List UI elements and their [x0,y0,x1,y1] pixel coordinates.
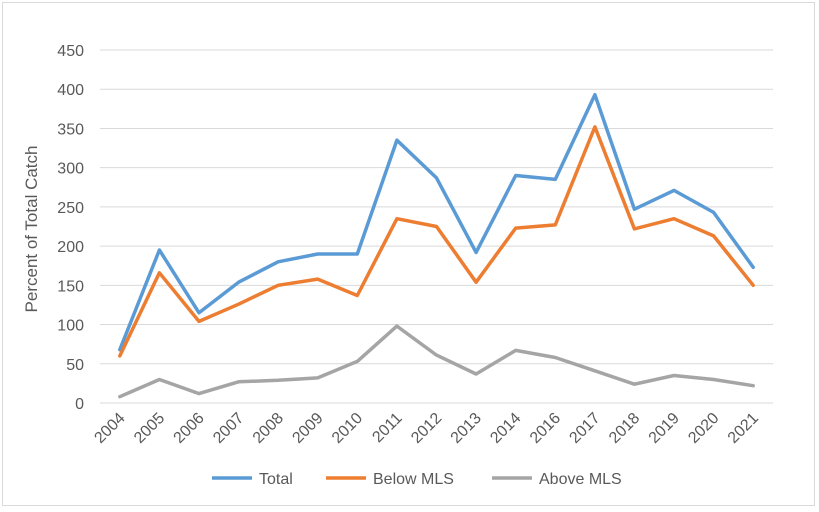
y-axis-label: Percent of Total Catch [22,146,41,313]
series-line-below-mls [120,127,753,356]
x-tick-label: 2006 [171,410,208,447]
x-tick-label: 2008 [250,410,287,447]
series-line-above-mls [120,326,753,397]
legend-label: Total [259,471,293,488]
x-tick-label: 2013 [448,410,485,447]
x-tick-label: 2021 [725,410,762,447]
series-points-1 [120,127,753,356]
y-tick-label: 100 [57,318,84,335]
x-tick-label: 2014 [487,410,524,447]
legend: Total Below MLS Above MLS [212,471,622,488]
x-tick-label: 2012 [408,410,445,447]
x-tick-label: 2007 [210,410,247,447]
y-tick-label: 250 [57,200,84,217]
series-points-2 [120,326,753,397]
y-tick-label: 150 [57,278,84,295]
x-tick-label: 2019 [646,410,683,447]
x-tick-label: 2011 [369,410,405,446]
x-tick-label: 2017 [566,410,603,447]
legend-label: Below MLS [373,471,454,488]
legend-label: Above MLS [539,471,622,488]
x-tick-label: 2009 [289,410,326,447]
legend-item-above-mls: Above MLS [492,471,622,488]
x-tick-label: 2010 [329,410,366,447]
y-tick-label: 200 [57,239,84,256]
x-tick-label: 2018 [606,410,643,447]
x-tick-label: 2016 [527,410,564,447]
y-tick-label: 350 [57,121,84,138]
y-tick-label: 50 [66,357,84,374]
y-tick-label: 0 [75,396,84,413]
y-axis-ticks: 0 50 100 150 200 250 300 350 400 450 [57,43,84,413]
x-tick-label: 2020 [685,410,722,447]
x-tick-label: 2005 [131,410,168,447]
y-tick-label: 300 [57,161,84,178]
y-tick-label: 400 [57,82,84,99]
legend-item-below-mls: Below MLS [326,471,454,488]
y-tick-label: 450 [57,43,84,60]
x-tick-label: 2004 [91,410,128,447]
legend-item-total: Total [212,471,293,488]
